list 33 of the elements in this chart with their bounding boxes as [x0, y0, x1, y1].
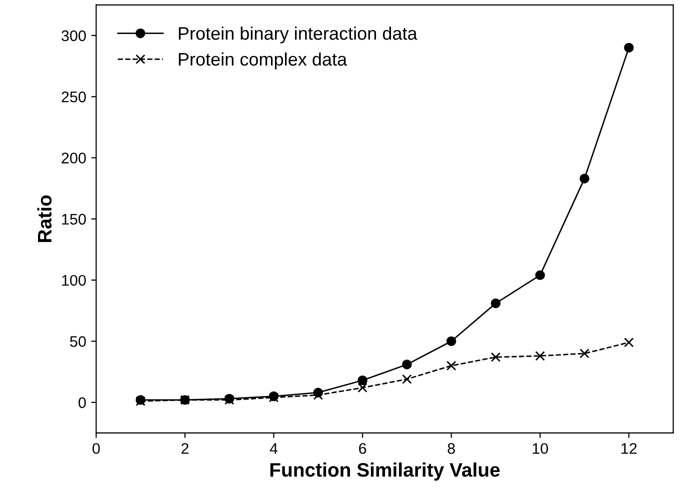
point — [402, 360, 412, 370]
x-tick-label: 10 — [532, 443, 548, 454]
x-tick-label: 4 — [270, 443, 278, 454]
x-tick-label: 2 — [181, 443, 188, 454]
point — [490, 298, 501, 308]
y-tick-label: 250 — [62, 92, 86, 102]
y-axis-title: Ratio — [37, 195, 52, 242]
point — [535, 270, 545, 280]
x-axis-title: Function Similarity Value — [270, 462, 500, 481]
legend-label: Protein complex data — [178, 52, 348, 70]
y-tick-label: 150 — [62, 214, 86, 225]
point — [580, 174, 590, 184]
point — [313, 390, 323, 400]
y-tick-label: 100 — [62, 274, 86, 286]
point — [358, 376, 368, 386]
x-tick-label: 6 — [359, 443, 366, 454]
point — [446, 336, 456, 346]
x-tick-label: 8 — [448, 443, 455, 454]
point — [624, 42, 634, 53]
y-tick-label: 0 — [78, 397, 86, 408]
point — [580, 348, 590, 358]
point — [446, 360, 456, 371]
x-tick-label: 0 — [92, 443, 100, 454]
point — [358, 382, 368, 393]
x-tick-label: 12 — [622, 443, 637, 454]
y-tick-label: 50 — [70, 336, 86, 347]
point — [535, 351, 545, 361]
legend-label: Protein binary interaction data — [178, 26, 418, 44]
y-tick-label: 300 — [62, 30, 86, 42]
point — [490, 352, 501, 362]
point — [402, 374, 412, 384]
point — [624, 338, 634, 348]
y-tick-label: 200 — [62, 152, 86, 164]
